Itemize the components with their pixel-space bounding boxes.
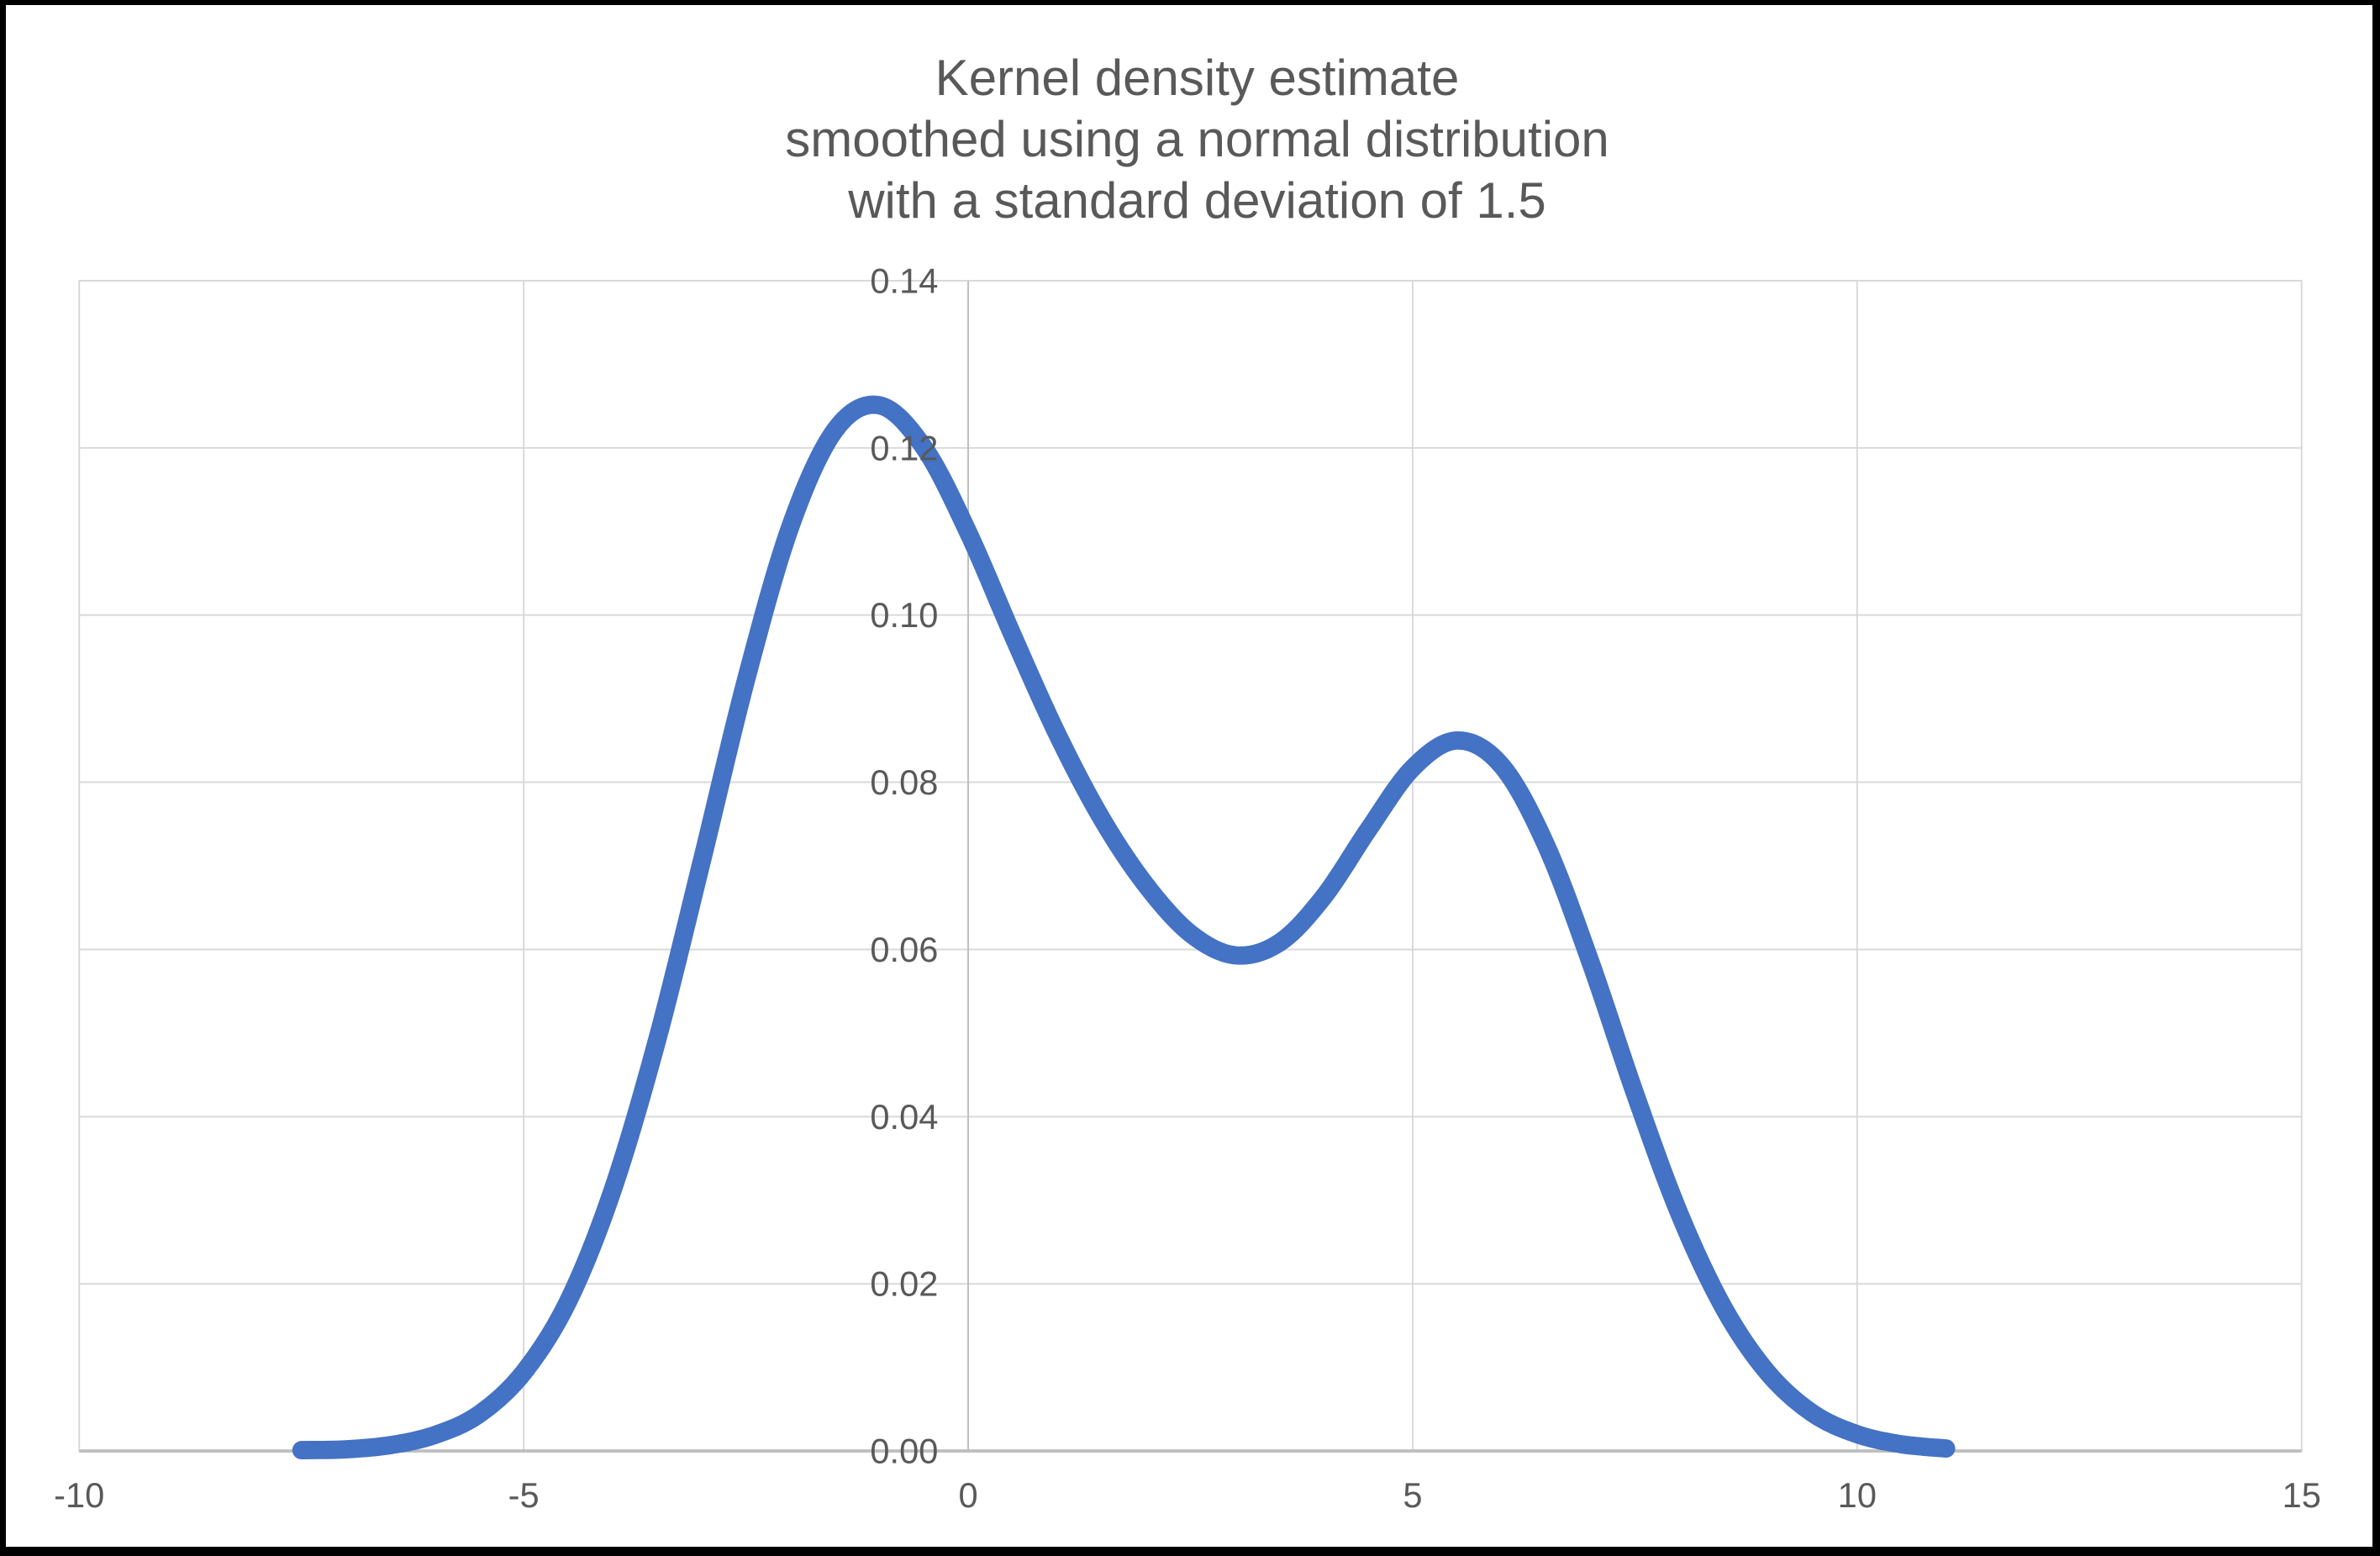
- y-axis-tick-label: 0.00: [870, 1432, 938, 1471]
- x-axis-tick-label: 5: [1403, 1475, 1422, 1515]
- x-axis-tick-label: 10: [1838, 1475, 1877, 1515]
- x-axis-tick-label: 15: [2283, 1475, 2321, 1515]
- y-axis-tick-label: 0.12: [870, 428, 938, 467]
- y-axis-tick-label: 0.14: [870, 261, 938, 300]
- y-axis-tick-label: 0.04: [870, 1097, 938, 1137]
- y-axis-tick-label: 0.02: [870, 1264, 938, 1304]
- x-axis-tick-label: -5: [508, 1475, 540, 1515]
- y-axis-tick-label: 0.10: [870, 595, 938, 635]
- x-axis-tick-label: -10: [54, 1475, 104, 1515]
- x-axis-tick-label: 0: [958, 1475, 977, 1515]
- y-axis-tick-label: 0.08: [870, 762, 938, 802]
- y-axis-tick-label: 0.06: [870, 930, 938, 969]
- kde-curve: [292, 395, 1956, 1459]
- chart-title-line-1: Kernel density estimate: [935, 50, 1460, 106]
- plot-area-border: [78, 279, 2303, 1453]
- chart-title: Kernel density estimate smoothed using a…: [76, 47, 2319, 231]
- chart-canvas: 0.00 0.02 0.04 0.06 0.08 0.10 0.12 0.14 -10 -5 0 5 1…: [54, 261, 2321, 1515]
- chart-title-line-3: with a standard deviation of 1.5: [848, 172, 1546, 229]
- chart-title-line-2: smoothed using a normal distribution: [785, 111, 1609, 167]
